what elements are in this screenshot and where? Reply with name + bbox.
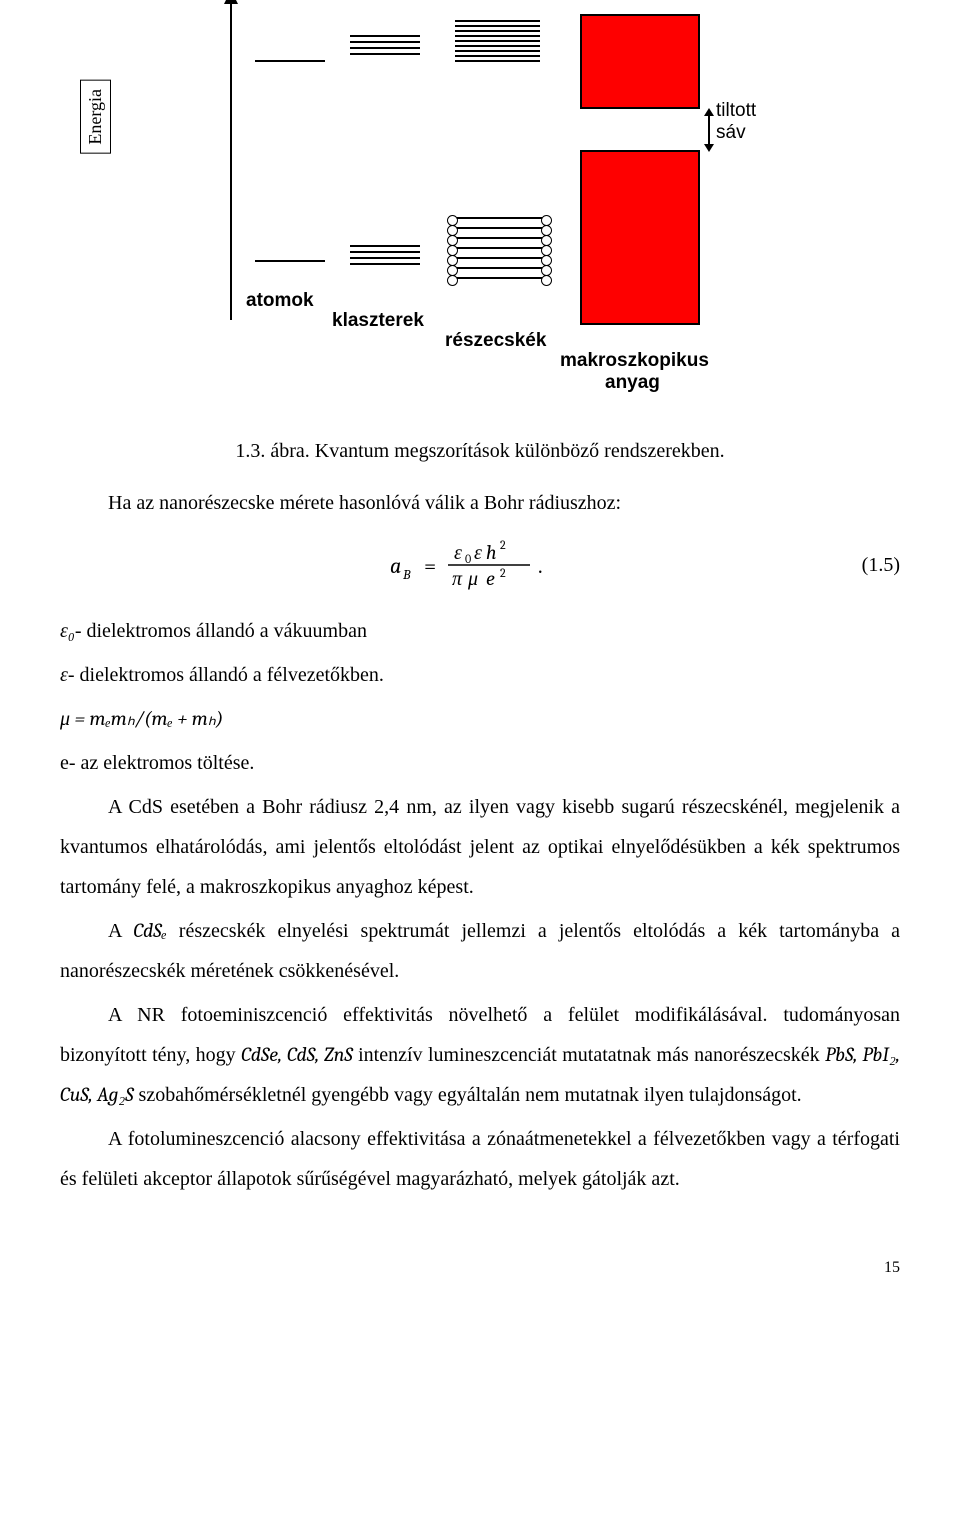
svg-text:2: 2 — [500, 538, 506, 552]
svg-text:ε: ε — [474, 541, 482, 564]
svg-text:e: e — [486, 567, 495, 590]
eps-symbol: ε — [60, 663, 68, 686]
svg-text:ε: ε — [454, 541, 462, 564]
valence-band — [580, 150, 700, 325]
figure-caption: 1.3. ábra. Kvantum megszorítások különbö… — [60, 440, 900, 463]
eps0-symbol: ε₀ — [60, 619, 75, 642]
mu-equation: μ = mₑmₕ/(mₑ + mₕ) — [60, 699, 900, 739]
particles-lower-levels — [448, 215, 551, 285]
page-number: 15 — [60, 1259, 900, 1277]
bohr-radius-formula: a B = ε 0 ε h 2 π μ e 2 . — [390, 537, 570, 593]
paragraph-4: A fotolumineszcenció alacsony effektivit… — [60, 1119, 900, 1199]
energy-diagram: Energia — [60, 0, 900, 410]
eps-definition: ε- dielektromos állandó a félvezetőkben. — [60, 655, 900, 695]
clusters-upper-levels — [350, 35, 420, 59]
svg-text:a: a — [390, 553, 401, 579]
clusters-label: klaszterek — [332, 310, 424, 332]
atoms-upper-levels — [255, 60, 325, 70]
svg-text:.: . — [538, 553, 543, 579]
particles-label: részecskék — [445, 330, 546, 352]
svg-text:μ: μ — [467, 567, 478, 590]
y-axis-label: Energia — [80, 80, 111, 154]
particles-upper-levels — [455, 20, 540, 65]
eps0-definition: ε₀- dielektromos állandó a vákuumban — [60, 611, 900, 651]
band-gap-arrow — [708, 114, 710, 146]
macro-label-1: makroszkopikus — [560, 350, 709, 372]
svg-text:=: = — [424, 553, 436, 579]
paragraph-2: A CdSₑ részecskék elnyelési spektrumát j… — [60, 911, 900, 991]
svg-text:0: 0 — [465, 552, 471, 566]
intro-text: Ha az nanorészecske mérete hasonlóvá vál… — [60, 483, 900, 523]
svg-text:h: h — [486, 541, 497, 564]
svg-text:π: π — [452, 567, 463, 590]
gap-label-2: sáv — [716, 122, 746, 144]
svg-text:B: B — [402, 566, 411, 583]
y-axis-arrow — [230, 0, 232, 320]
macro-label-2: anyag — [605, 372, 660, 394]
atoms-lower-levels — [255, 260, 325, 270]
paragraph-1: A CdS esetében a Bohr rádiusz 2,4 nm, az… — [60, 787, 900, 907]
paragraph-3: A NR fotoeminiszcenció effektivitás növe… — [60, 995, 900, 1115]
conduction-band — [580, 14, 700, 109]
atoms-label: atomok — [246, 290, 314, 312]
gap-label-1: tiltott — [716, 100, 756, 122]
e-definition: e- az elektromos töltése. — [60, 743, 900, 783]
svg-text:2: 2 — [500, 566, 506, 580]
equation-1-5: a B = ε 0 ε h 2 π μ e 2 . (1.5) — [60, 537, 900, 593]
equation-number: (1.5) — [862, 554, 900, 577]
clusters-lower-levels — [350, 245, 420, 269]
